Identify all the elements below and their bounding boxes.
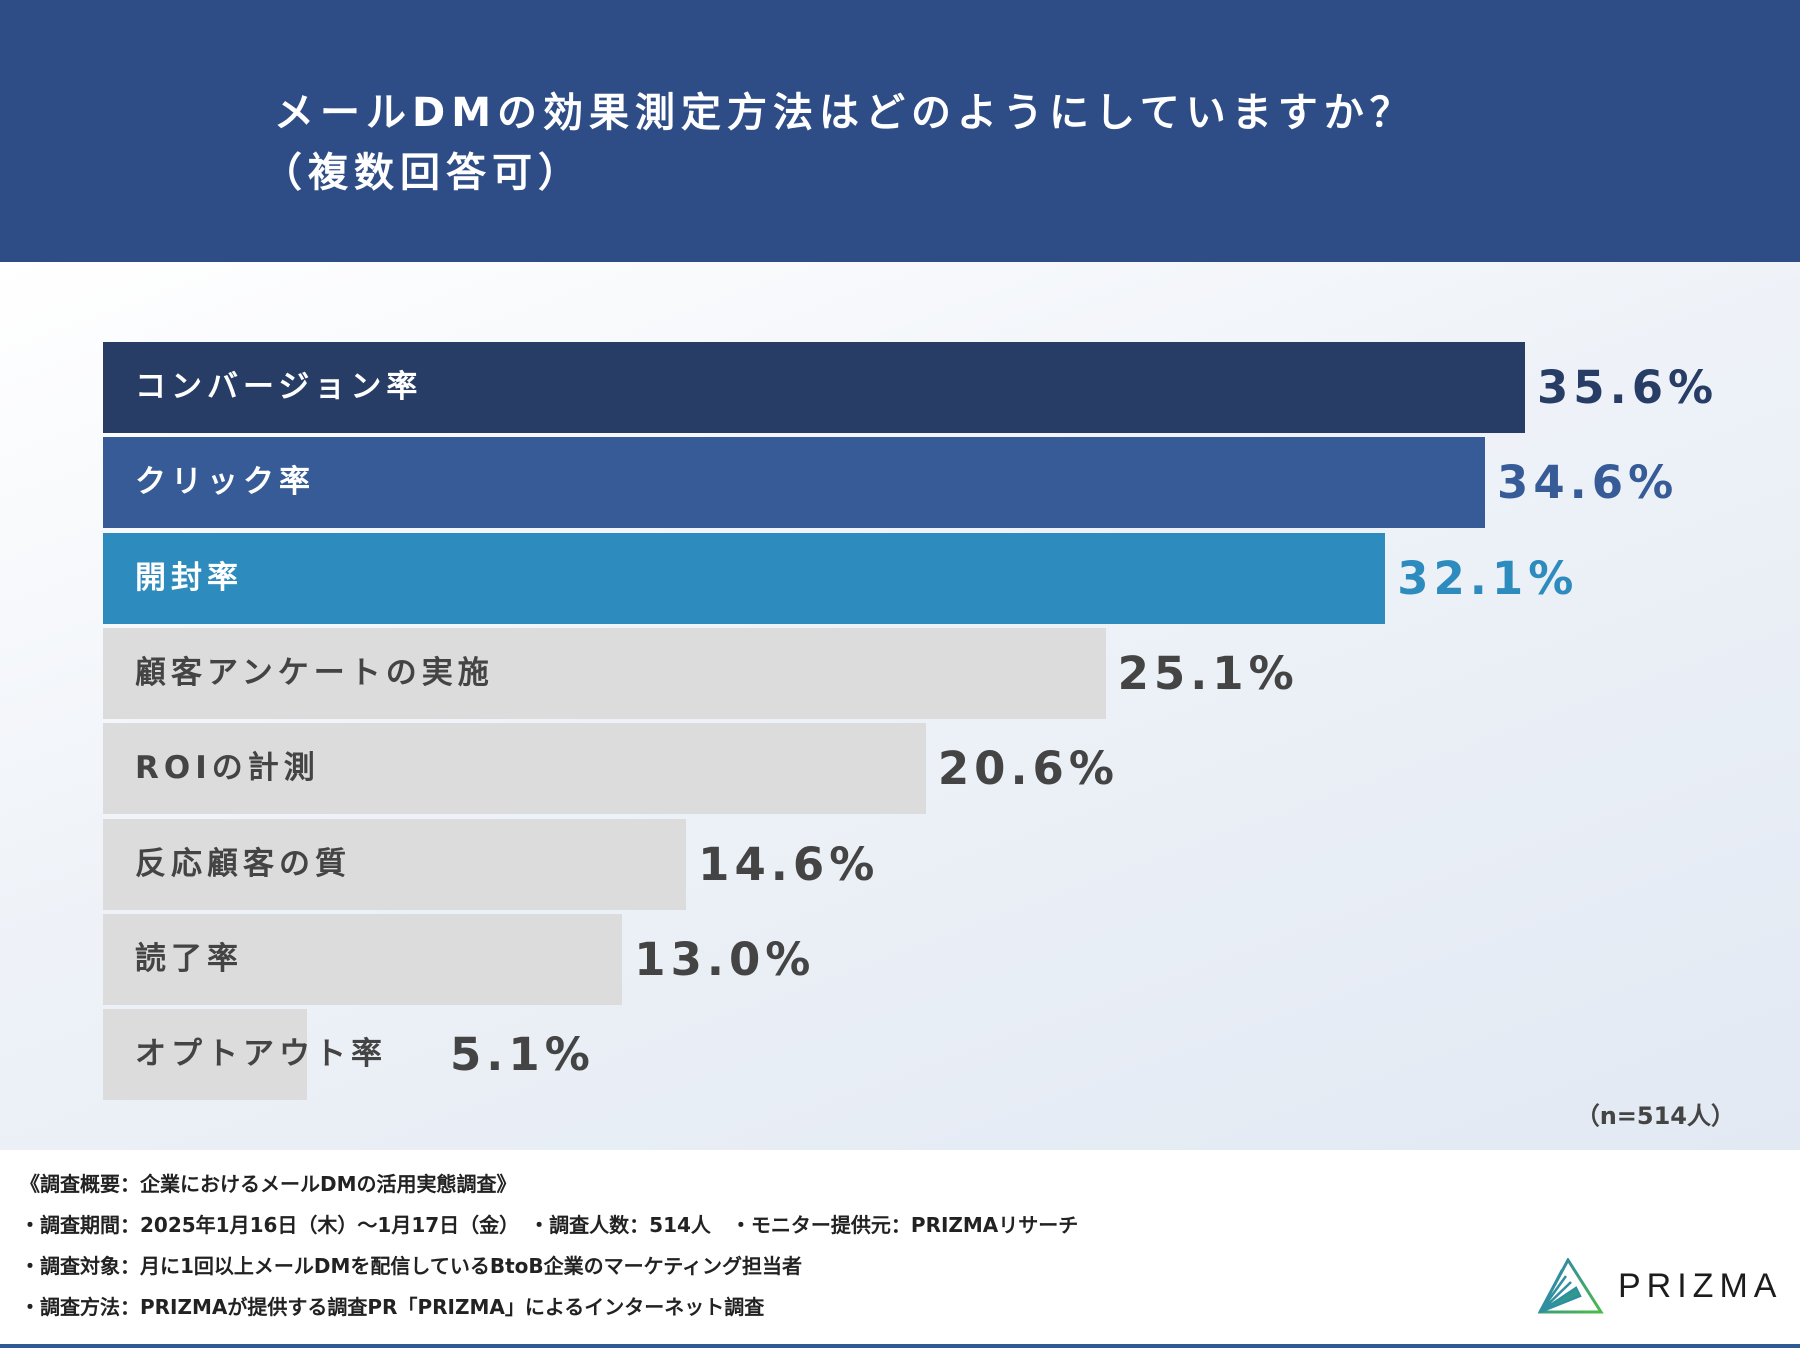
header: メールDMの効果測定方法はどのようにしていますか？ （複数回答可）	[0, 0, 1800, 262]
category-label: 読了率	[135, 940, 243, 977]
survey-summary: 《調査概要：企業におけるメールDMの活用実態調査》	[20, 1172, 517, 1196]
bar	[103, 532, 1386, 624]
category-label: 開封率	[135, 559, 243, 596]
survey-method: ・調査方法：PRIZMAが提供する調査PR「PRIZMA」によるインターネット調…	[20, 1295, 765, 1319]
category-label: 顧客アンケートの実施	[135, 654, 494, 691]
value-label: 34.6%	[1497, 456, 1679, 510]
category-label: 反応顧客の質	[135, 845, 351, 882]
bar	[103, 1009, 307, 1101]
value-label: 20.6%	[937, 742, 1119, 796]
category-label: クリック率	[135, 464, 315, 501]
category-label: コンバージョン率	[135, 369, 423, 405]
value-label: 5.1%	[450, 1028, 595, 1082]
value-label: 35.6%	[1537, 361, 1719, 414]
survey-period: ・調査期間：2025年1月16日（木）〜1月17日（金） ・調査人数：514人 …	[20, 1213, 1079, 1237]
bar	[103, 818, 687, 910]
category-label: オプトアウト率	[135, 1036, 387, 1073]
chart-title-line2: （複数回答可）	[262, 150, 584, 196]
bar	[103, 627, 1106, 719]
survey-target: ・調査対象：月に1回以上メールDMを配信しているBtoB企業のマーケティング担当…	[20, 1254, 803, 1278]
category-label: ROIの計測	[135, 750, 320, 787]
value-label: 14.6%	[698, 837, 880, 891]
bar	[103, 913, 623, 1005]
bottom-border	[0, 1344, 1800, 1348]
bar	[103, 437, 1486, 529]
bar	[103, 723, 926, 815]
prism-icon	[1538, 1258, 1604, 1314]
chart-title-line1: メールDMの効果測定方法はどのようにしていますか？	[274, 90, 1416, 136]
prizma-logo: PRIZMA	[1538, 1258, 1782, 1314]
bar	[103, 342, 1525, 433]
value-label: 25.1%	[1117, 646, 1299, 700]
value-label: 13.0%	[634, 932, 816, 986]
sample-size-note: （n=514人）	[1575, 1102, 1735, 1130]
logo-text: PRIZMA	[1618, 1266, 1783, 1305]
value-label: 32.1%	[1397, 551, 1579, 605]
